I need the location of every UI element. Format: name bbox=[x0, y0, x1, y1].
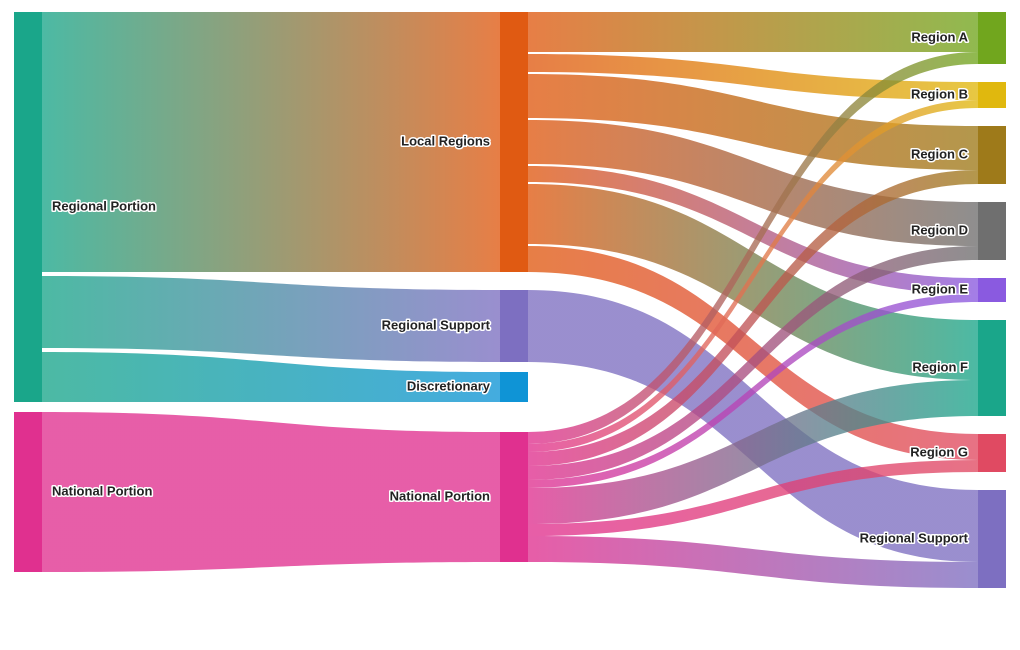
node-discretionary[interactable] bbox=[500, 372, 528, 402]
label-region_e: Region E bbox=[912, 281, 969, 296]
node-regional_support[interactable] bbox=[500, 290, 528, 362]
node-national_portion_src[interactable] bbox=[14, 412, 42, 572]
label-national_portion_mid: National Portion bbox=[390, 488, 490, 503]
label-region_f: Region F bbox=[912, 359, 968, 374]
node-regional_support_dst[interactable] bbox=[978, 490, 1006, 588]
label-region_a: Region A bbox=[911, 29, 968, 44]
label-national_portion_src: National Portion bbox=[52, 483, 152, 498]
label-local_regions: Local Regions bbox=[401, 133, 490, 148]
label-region_g: Region G bbox=[910, 444, 968, 459]
label-regional_support_dst: Regional Support bbox=[860, 530, 969, 545]
node-region_f[interactable] bbox=[978, 320, 1006, 416]
label-regional_portion_src: Regional Portion bbox=[52, 198, 156, 213]
node-region_e[interactable] bbox=[978, 278, 1006, 302]
node-national_portion_mid[interactable] bbox=[500, 432, 528, 562]
node-region_a[interactable] bbox=[978, 12, 1006, 64]
label-regional_support: Regional Support bbox=[382, 317, 491, 332]
node-local_regions[interactable] bbox=[500, 12, 528, 272]
sankey-chart: Regional Portion National Portion Local Re… bbox=[0, 0, 1020, 650]
label-region_b: Region B bbox=[911, 86, 968, 101]
node-region_c[interactable] bbox=[978, 126, 1006, 184]
label-region_c: Region C bbox=[911, 146, 969, 161]
node-region_d[interactable] bbox=[978, 202, 1006, 260]
label-region_d: Region D bbox=[911, 222, 968, 237]
node-region_g[interactable] bbox=[978, 434, 1006, 472]
node-region_b[interactable] bbox=[978, 82, 1006, 108]
label-discretionary: Discretionary bbox=[407, 378, 491, 393]
node-regional_portion_src[interactable] bbox=[14, 12, 42, 402]
